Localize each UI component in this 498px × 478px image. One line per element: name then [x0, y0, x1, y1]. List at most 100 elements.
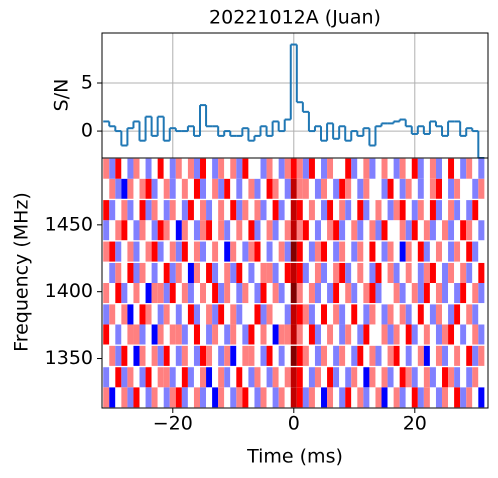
heatmap-cell	[109, 241, 116, 262]
heatmap-cell	[103, 283, 110, 304]
heatmap-cell	[266, 324, 273, 345]
heatmap-cell	[230, 345, 237, 366]
heatmap-cell	[472, 241, 479, 262]
heatmap-cell	[375, 367, 382, 388]
heatmap-cell	[357, 387, 364, 408]
heatmap-cell	[181, 241, 188, 262]
heatmap-cell	[339, 283, 346, 304]
heatmap-cell	[151, 262, 158, 283]
heatmap-cell	[442, 283, 449, 304]
heatmap-cell	[357, 158, 364, 179]
heatmap-cell	[115, 367, 122, 388]
heatmap-cell	[212, 200, 219, 221]
heatmap-cell	[272, 304, 279, 325]
heatmap-cell	[230, 387, 237, 408]
heatmap-cell	[327, 241, 334, 262]
heatmap-cell	[200, 178, 207, 199]
heatmap-cell	[290, 304, 297, 325]
heatmap-cell	[163, 324, 170, 345]
heatmap-cell	[212, 220, 219, 241]
heatmap-cell	[242, 345, 249, 366]
heatmap-cell	[405, 324, 412, 345]
heatmap-cell	[181, 283, 188, 304]
heatmap-cell	[290, 200, 297, 221]
heatmap-cell	[321, 283, 328, 304]
heatmap-cell	[460, 367, 467, 388]
heatmap-cell	[339, 158, 346, 179]
heatmap-cell	[109, 367, 116, 388]
heatmap-cell	[460, 241, 467, 262]
heatmap-cell	[472, 283, 479, 304]
heatmap-cell	[363, 158, 370, 179]
heatmap-cell	[411, 178, 418, 199]
heatmap-cell	[109, 304, 116, 325]
heatmap-cell	[248, 387, 255, 408]
heatmap-cell	[193, 324, 201, 345]
heatmap-cell	[466, 387, 473, 408]
heatmap-cell	[369, 324, 376, 345]
heatmap-cell	[363, 262, 370, 283]
heatmap-cell	[417, 178, 424, 199]
heatmap-cell	[466, 220, 473, 241]
heatmap-cell	[333, 367, 340, 388]
heatmap-cell	[169, 283, 176, 304]
heatmap-cell	[435, 324, 443, 345]
heatmap-cell	[133, 345, 140, 366]
heatmap-cell	[278, 324, 285, 345]
heatmap-cell	[405, 304, 412, 325]
heatmap-cell	[327, 345, 334, 366]
heatmap-cell	[157, 158, 164, 179]
heatmap-cell	[454, 200, 461, 221]
heatmap-cell	[369, 262, 376, 283]
heatmap-cell	[212, 158, 219, 179]
heatmap-cell	[302, 283, 309, 304]
heatmap-cell	[266, 178, 273, 199]
heatmap-cell	[224, 158, 231, 179]
heatmap-cell	[163, 345, 170, 366]
heatmap-cell	[393, 283, 400, 304]
heatmap-cell	[200, 345, 207, 366]
heatmap-cell	[448, 304, 455, 325]
heatmap-cell	[381, 178, 388, 199]
heatmap-cell	[351, 367, 358, 388]
heatmap-cell	[429, 220, 436, 241]
heatmap-cell	[387, 262, 394, 283]
heatmap-cell	[339, 367, 346, 388]
heatmap-cell	[417, 158, 424, 179]
heatmap-cell	[387, 200, 394, 221]
heatmap-cell	[423, 262, 430, 283]
heatmap-cell	[115, 345, 122, 366]
heatmap-cell	[212, 262, 219, 283]
heatmap-cell	[387, 345, 394, 366]
heatmap-cell	[308, 387, 315, 408]
heatmap-cell	[248, 283, 255, 304]
heatmap-cell	[121, 345, 128, 366]
heatmap-cell	[272, 283, 279, 304]
heatmap-cell	[357, 220, 364, 241]
heatmap-cell	[393, 200, 400, 221]
heatmap-cell	[163, 220, 170, 241]
heatmap-cell	[472, 367, 479, 388]
heatmap-cell	[321, 241, 328, 262]
heatmap-cell	[224, 324, 231, 345]
heatmap-cell	[145, 387, 152, 408]
heatmap-cell	[423, 387, 430, 408]
heatmap-cell	[248, 262, 255, 283]
heatmap-cell	[345, 158, 352, 179]
heatmap-cell	[393, 304, 400, 325]
heatmap-cell	[200, 324, 207, 345]
heatmap-cell	[302, 241, 309, 262]
heatmap-cell	[314, 345, 322, 366]
heatmap-cell	[296, 367, 303, 388]
heatmap-cell	[339, 178, 346, 199]
heatmap-cell	[242, 158, 249, 179]
heatmap-cell	[254, 262, 261, 283]
heatmap-cell	[254, 158, 261, 179]
heatmap-cell	[224, 387, 231, 408]
heatmap-cell	[206, 367, 213, 388]
heatmap-cell	[193, 200, 201, 221]
heatmap-cell	[308, 367, 315, 388]
heatmap-cell	[151, 220, 158, 241]
heatmap-cell	[133, 367, 140, 388]
heatmap-cell	[339, 387, 346, 408]
